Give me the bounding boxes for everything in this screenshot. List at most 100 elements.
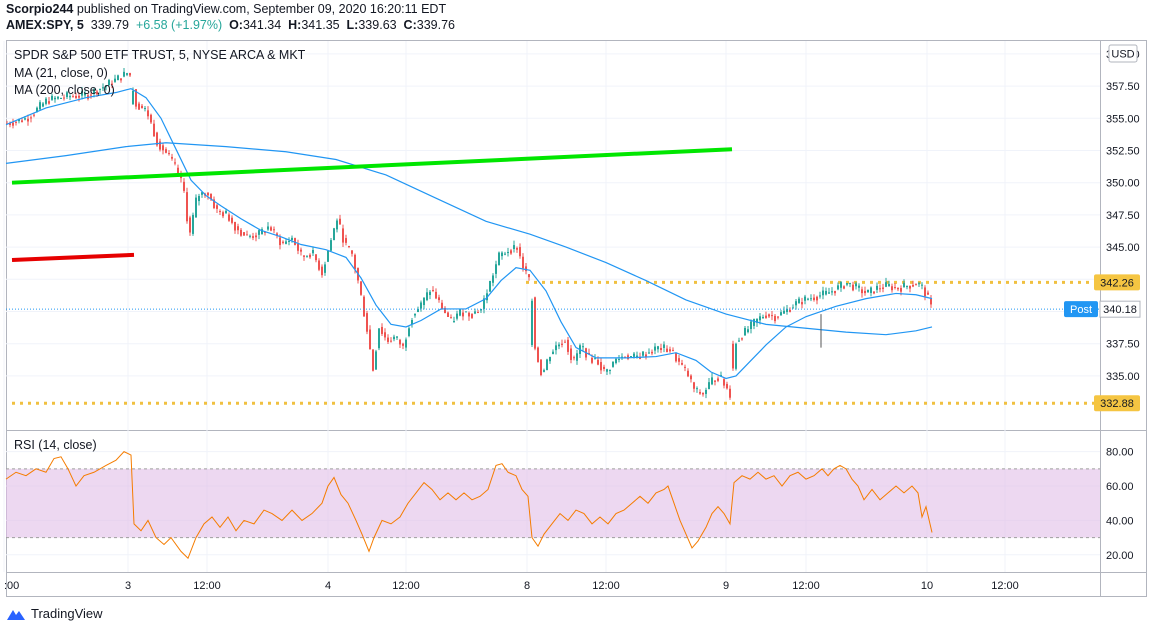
candle-body bbox=[609, 369, 611, 371]
candle-body bbox=[516, 248, 518, 250]
candle-body bbox=[354, 254, 356, 270]
candle-body bbox=[99, 88, 101, 90]
candle-body bbox=[126, 73, 128, 75]
candle-body bbox=[387, 337, 389, 342]
ma200-legend[interactable]: MA (200, close, 0) bbox=[14, 83, 115, 97]
candle-body bbox=[660, 347, 662, 351]
candle-body bbox=[882, 287, 884, 289]
published-text: published on TradingView.com, September … bbox=[76, 2, 447, 16]
time-tick-label: :00 bbox=[4, 580, 19, 592]
currency-box[interactable] bbox=[1108, 44, 1138, 63]
time-tick-label: 12:00 bbox=[392, 580, 420, 592]
candle-body bbox=[636, 355, 638, 358]
currency-label: USD bbox=[1111, 49, 1134, 61]
price-tick-label: 337.50 bbox=[1106, 339, 1140, 351]
time-tick-label: 10 bbox=[921, 580, 933, 592]
candle-body bbox=[780, 312, 782, 316]
candle-body bbox=[336, 220, 338, 230]
candle-body bbox=[264, 231, 266, 233]
price-tick-label: 347.50 bbox=[1106, 210, 1140, 222]
candle-body bbox=[426, 292, 428, 301]
price-tick-label: 355.00 bbox=[1106, 113, 1140, 125]
candle-body bbox=[477, 312, 479, 314]
candle-body bbox=[60, 97, 62, 99]
candle-body bbox=[483, 298, 485, 309]
candle-body bbox=[603, 366, 605, 369]
candle-body bbox=[645, 354, 647, 357]
candle-body bbox=[444, 307, 446, 314]
candle-body bbox=[861, 289, 863, 294]
last-price: 339.79 bbox=[90, 18, 129, 32]
candle-body bbox=[285, 241, 287, 244]
candle-body bbox=[447, 312, 449, 317]
post-badge-label: Post bbox=[1070, 304, 1092, 316]
green-trendline[interactable] bbox=[11, 147, 733, 185]
candle-body bbox=[153, 123, 155, 137]
candle-body bbox=[393, 336, 395, 340]
footer-brand[interactable]: TradingView bbox=[6, 606, 103, 621]
candle-body bbox=[453, 321, 455, 323]
support-resistance-levels[interactable] bbox=[12, 280, 1100, 405]
candle-body bbox=[756, 318, 758, 323]
price-change: +6.58 (+1.97%) bbox=[135, 18, 223, 32]
author-name[interactable]: Scorpio244 bbox=[6, 2, 74, 16]
candle-body bbox=[93, 89, 95, 94]
candle-body bbox=[210, 193, 212, 200]
candle-body bbox=[291, 237, 293, 241]
candle-body bbox=[9, 123, 11, 125]
candle-body bbox=[270, 227, 272, 231]
candle-body bbox=[687, 370, 689, 377]
candle-body bbox=[24, 118, 26, 120]
candle-body bbox=[618, 359, 620, 361]
candle-body bbox=[216, 205, 218, 209]
price-badges: 342.26 332.88 Post 340.18 bbox=[1064, 274, 1141, 412]
candle-body bbox=[267, 226, 269, 230]
candle-body bbox=[258, 230, 260, 235]
candle-body bbox=[546, 359, 548, 371]
candle-body bbox=[462, 312, 464, 317]
low-value: 339.63 bbox=[358, 18, 397, 32]
candle-body bbox=[489, 280, 491, 292]
red-trendline[interactable] bbox=[11, 252, 135, 262]
candle-body bbox=[891, 286, 893, 291]
candle-body bbox=[600, 362, 602, 371]
open-label: O: bbox=[229, 18, 243, 32]
candle-body bbox=[468, 312, 470, 317]
candle-body bbox=[555, 345, 557, 351]
candle-body bbox=[54, 97, 56, 100]
candle-body bbox=[783, 310, 785, 314]
candle-body bbox=[48, 101, 50, 104]
rsi-line bbox=[5, 451, 933, 560]
close-value: 339.76 bbox=[416, 18, 455, 32]
candle-body bbox=[744, 327, 746, 336]
candle-body bbox=[501, 252, 503, 257]
candle-body bbox=[831, 291, 833, 293]
candle-body bbox=[504, 253, 506, 255]
rsi-legend[interactable]: RSI (14, close) bbox=[14, 438, 97, 452]
candle-body bbox=[525, 266, 527, 272]
candle-body bbox=[105, 85, 107, 87]
candle-body bbox=[684, 366, 686, 368]
time-tick-label: 3 bbox=[125, 580, 131, 592]
candle-body bbox=[81, 91, 83, 96]
candle-body bbox=[303, 255, 305, 257]
candle-body bbox=[219, 211, 221, 213]
candle-body bbox=[102, 87, 104, 89]
candle-body bbox=[159, 141, 161, 150]
candle-body bbox=[510, 250, 512, 254]
candle-body bbox=[759, 316, 761, 321]
footer-brand-label: TradingView bbox=[31, 606, 103, 621]
candle-body bbox=[408, 328, 410, 336]
candle-body bbox=[678, 358, 680, 362]
candle-body bbox=[228, 214, 230, 221]
candle-body bbox=[627, 355, 629, 359]
candle-body bbox=[726, 383, 728, 389]
candle-body bbox=[27, 118, 29, 122]
candle-body bbox=[432, 289, 434, 291]
candle-body bbox=[924, 287, 926, 297]
candle-body bbox=[879, 288, 881, 290]
candle-body bbox=[795, 301, 797, 306]
ma21-legend[interactable]: MA (21, close, 0) bbox=[14, 66, 108, 80]
candle-body bbox=[576, 353, 578, 361]
